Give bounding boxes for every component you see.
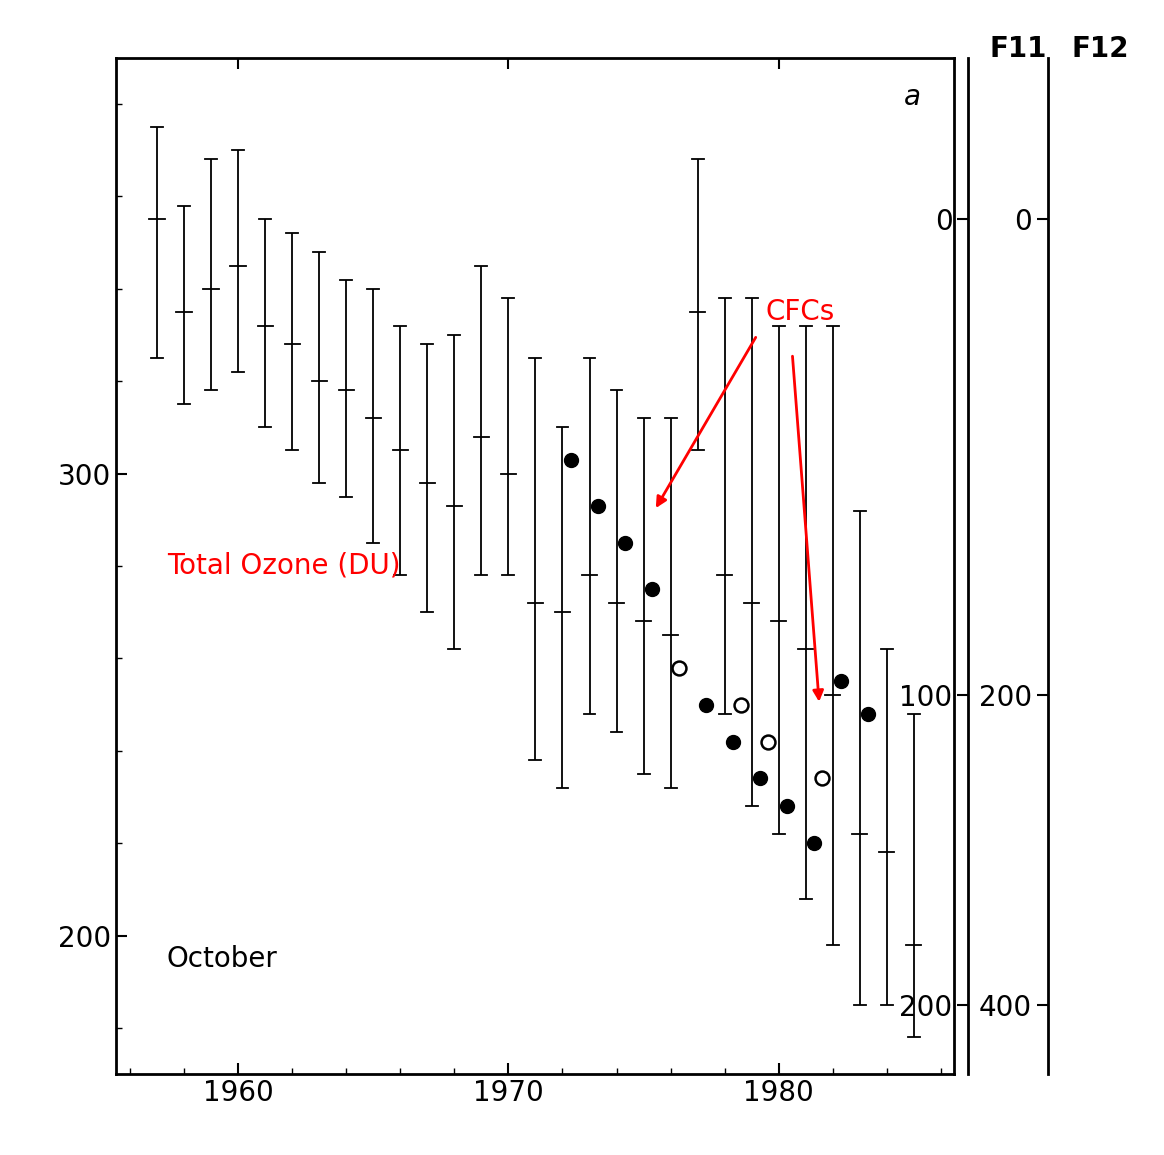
Text: Total Ozone (DU): Total Ozone (DU) <box>166 552 400 580</box>
Text: CFCs: CFCs <box>765 298 835 326</box>
Text: F11: F11 <box>989 35 1048 62</box>
Text: October: October <box>166 945 277 973</box>
Text: a: a <box>904 83 921 111</box>
Text: F12: F12 <box>1071 35 1129 62</box>
